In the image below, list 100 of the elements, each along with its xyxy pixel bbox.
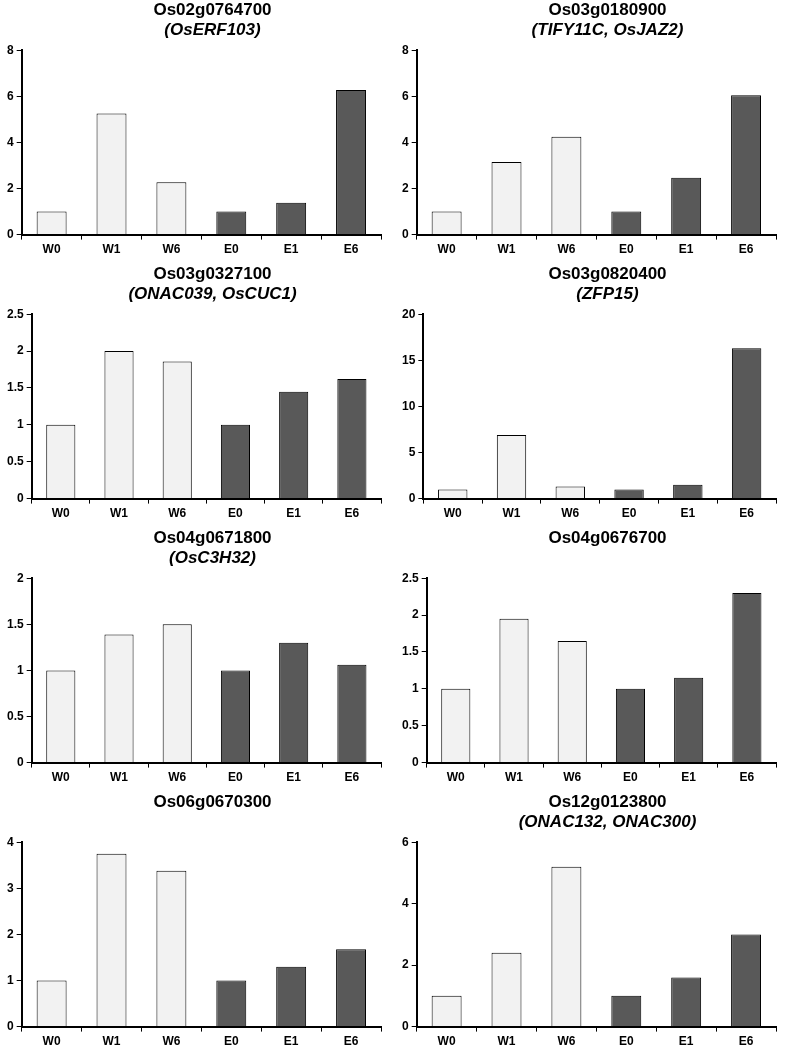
y-tick-label: 1 [16,662,24,677]
y-tick-label: 1 [16,417,24,432]
x-tick-label: W6 [563,770,582,785]
x-tick-label: E1 [283,1034,299,1049]
chart-subtitle: (OsERF103) [163,20,262,40]
y-tick-label: 0 [401,1018,409,1033]
x-tick-label: E6 [738,242,754,257]
x-tick-label: E0 [623,770,639,785]
chart-title: Os12g0123800 [547,792,668,812]
chart-title: Os03g0820400 [547,264,668,284]
chart-subtitle: (ONAC039, OsCUC1) [127,284,298,304]
y-tick-label: 4 [6,134,14,149]
x-tick-label: W0 [437,242,456,257]
x-tick-label: W0 [443,506,463,521]
x-tick-label: W1 [502,506,521,521]
y-tick-label: 0 [16,754,24,769]
y-tick-label: 0 [411,754,419,769]
y-tick-label: 1.5 [6,380,24,395]
chart-title: Os02g0764700 [152,0,273,20]
x-tick-label: W6 [557,1034,576,1049]
y-tick-label: 8 [401,42,409,57]
chart-title: Os04g0671800 [152,528,273,548]
x-tick-label: E0 [618,1034,634,1049]
y-tick-label: 4 [401,895,409,910]
x-tick-label: E6 [344,506,360,521]
x-tick-label: W1 [497,242,516,257]
chart-subtitle: (TIFY11C, OsJAZ2) [530,20,685,40]
x-tick-label: E1 [286,770,302,785]
y-tick-label: 1 [411,681,419,696]
x-tick-label: W0 [42,242,61,257]
x-tick-label: W1 [102,242,121,257]
chart-subtitle: (ONAC132, ONAC300) [517,812,698,832]
y-tick-label: 2 [6,926,14,941]
x-tick-label: E1 [680,506,696,521]
x-tick-label: W1 [102,1034,121,1049]
y-tick-label: 2 [411,607,419,622]
y-tick-label: 2.5 [401,570,419,585]
x-tick-label: W6 [561,506,580,521]
x-tick-label: W1 [110,506,129,521]
x-tick-label: E6 [738,1034,754,1049]
x-tick-label: E0 [621,506,637,521]
x-tick-label: W6 [168,770,187,785]
x-tick-label: E0 [223,1034,239,1049]
x-tick-label: E0 [618,242,634,257]
x-tick-label: E0 [223,242,239,257]
y-tick-label: 6 [401,88,409,103]
y-tick-label: 10 [401,398,416,413]
chart-subtitle: (ZFP15) [575,284,640,304]
x-tick-label: W0 [51,506,71,521]
y-tick-label: 6 [401,834,409,849]
y-tick-label: 5 [408,444,416,459]
y-tick-label: 2 [16,570,24,585]
chart-subtitle: (OsC3H32) [168,548,257,568]
x-tick-label: W1 [110,770,129,785]
y-tick-label: 4 [401,134,409,149]
chart-title: Os06g0670300 [152,792,273,812]
x-tick-label: E1 [286,506,302,521]
y-tick-label: 8 [6,42,14,57]
x-tick-label: E6 [739,506,755,521]
y-tick-label: 1 [6,972,14,987]
y-tick-label: 20 [401,306,416,321]
y-tick-label: 2 [401,180,409,195]
y-tick-label: 4 [6,834,14,849]
y-tick-label: 6 [6,88,14,103]
chart-title: Os03g0327100 [152,264,273,284]
x-tick-label: W6 [162,1034,181,1049]
y-tick-label: 3 [6,880,14,895]
x-tick-label: E6 [343,1034,359,1049]
x-tick-label: W1 [505,770,524,785]
y-tick-label: 2 [6,180,14,195]
y-tick-label: 0 [408,490,416,505]
x-tick-label: W0 [51,770,71,785]
x-tick-label: W1 [497,1034,516,1049]
x-tick-label: W6 [162,242,181,257]
y-tick-label: 1.5 [401,644,419,659]
y-tick-label: 0 [401,226,409,241]
y-tick-label: 0 [16,490,24,505]
chart-title: Os03g0180900 [547,0,668,20]
chart-title: Os04g0676700 [547,528,668,548]
y-tick-label: 0 [6,1018,14,1033]
y-tick-label: 0.5 [6,454,24,469]
x-tick-label: W6 [168,506,187,521]
x-tick-label: W0 [42,1034,61,1049]
x-tick-label: E1 [678,242,694,257]
y-tick-label: 1.5 [6,616,24,631]
y-tick-label: 0.5 [401,718,419,733]
x-tick-label: E1 [678,1034,694,1049]
x-tick-label: W0 [446,770,466,785]
x-tick-label: W0 [437,1034,456,1049]
y-tick-label: 2.5 [6,306,24,321]
x-tick-label: E0 [228,506,244,521]
x-tick-label: E0 [228,770,244,785]
x-tick-label: E6 [343,242,359,257]
y-tick-label: 15 [401,352,416,367]
x-tick-label: E6 [344,770,360,785]
x-tick-label: W6 [557,242,576,257]
x-tick-label: E6 [739,770,755,785]
x-tick-label: E1 [681,770,697,785]
y-tick-label: 2 [401,957,409,972]
y-tick-label: 0 [6,226,14,241]
